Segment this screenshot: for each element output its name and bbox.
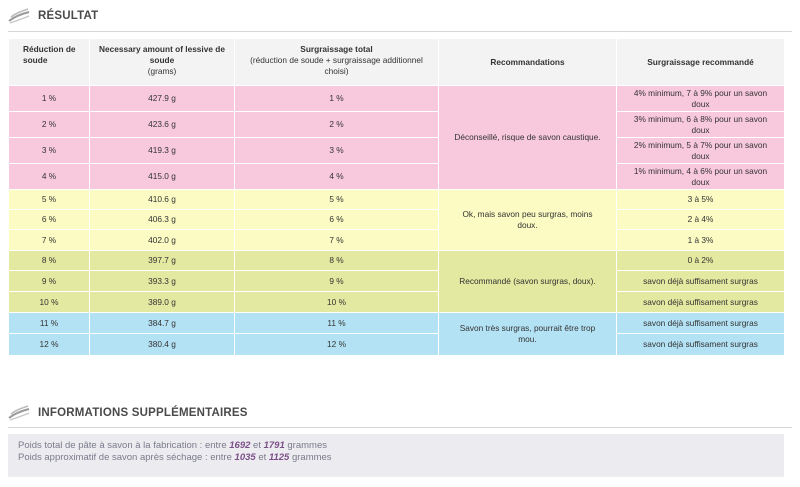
cell-recommended-superfat: 2 à 4% — [616, 209, 785, 230]
cell-total-superfat: 5 % — [234, 189, 439, 210]
cell-lye-amount: 384.7 g — [89, 312, 235, 334]
cell-total-superfat: 2 % — [234, 111, 439, 138]
cell-lye-amount: 380.4 g — [89, 333, 235, 356]
dry-weight-label: Poids approximatif de savon après séchag… — [18, 452, 232, 463]
table-row: 11 % 384.7 g 11 % Savon très surgras, pourr… — [8, 312, 785, 356]
cell-recommendation: Savon très surgras, pourrait être trop m… — [438, 312, 617, 356]
cell-reduction: 3 % — [8, 137, 90, 164]
cell-reduction: 1 % — [8, 85, 90, 112]
total-weight-min: 1692 — [229, 440, 251, 451]
cell-total-superfat: 11 % — [234, 312, 439, 334]
cell-reduction: 9 % — [8, 270, 90, 292]
feather-icon — [8, 405, 30, 421]
cell-lye-amount: 410.6 g — [89, 189, 235, 210]
cell-recommended-superfat: 1% minimum, 4 à 6% pour un savon doux — [616, 163, 785, 190]
cell-recommendation: Déconseillé, risque de savon caustique. — [438, 85, 617, 190]
cell-recommendation: Ok, mais savon peu surgras, moins doux. — [438, 189, 617, 251]
cell-recommended-superfat: 1 à 3% — [616, 229, 785, 251]
cell-reduction: 6 % — [8, 209, 90, 230]
total-weight-label: Poids total de pâte à savon à la fabrica… — [18, 440, 227, 451]
info-section-header: INFORMATIONS SUPPLÉMENTAIRES — [8, 402, 248, 424]
cell-lye-amount: 415.0 g — [89, 163, 235, 190]
connector-text: et — [253, 440, 261, 451]
dry-weight-line: Poids approximatif de savon après séchag… — [18, 452, 774, 464]
cell-reduction: 11 % — [8, 312, 90, 334]
result-table: Réduction de soude Necessary amount of l… — [8, 38, 785, 356]
unit-text: grammes — [291, 452, 332, 463]
table-header-row: Réduction de soude Necessary amount of l… — [8, 38, 785, 86]
result-section-header: RÉSULTAT — [8, 5, 98, 27]
header-recommended-superfat: Surgraissage recommandé — [616, 38, 785, 86]
dry-weight-min: 1035 — [234, 452, 256, 463]
cell-total-superfat: 1 % — [234, 85, 439, 112]
cell-lye-amount: 419.3 g — [89, 137, 235, 164]
cell-recommended-superfat: 3% minimum, 6 à 8% pour un savon doux — [616, 111, 785, 138]
cell-recommended-superfat: 4% minimum, 7 à 9% pour un savon doux — [616, 85, 785, 112]
cell-reduction: 12 % — [8, 333, 90, 356]
header-recommendations: Recommandations — [438, 38, 617, 86]
cell-reduction: 2 % — [8, 111, 90, 138]
cell-lye-amount: 423.6 g — [89, 111, 235, 138]
cell-recommended-superfat: 3 à 5% — [616, 189, 785, 210]
cell-total-superfat: 12 % — [234, 333, 439, 356]
cell-recommended-superfat: 0 à 2% — [616, 250, 785, 271]
header-reduction: Réduction de soude — [8, 38, 90, 86]
cell-total-superfat: 7 % — [234, 229, 439, 251]
table-row: 12 % 380.4 g 12 % savon déjà suffisament su… — [8, 333, 785, 356]
total-weight-line: Poids total de pâte à savon à la fabrica… — [18, 440, 774, 452]
cell-lye-amount: 406.3 g — [89, 209, 235, 230]
info-box: Poids total de pâte à savon à la fabrica… — [8, 434, 784, 477]
divider — [8, 31, 792, 32]
cell-recommended-superfat: savon déjà suffisament surgras — [616, 312, 785, 334]
cell-reduction: 5 % — [8, 189, 90, 210]
table-row: 10 % 389.0 g 10 % savon déjà suffisament su… — [8, 291, 785, 313]
header-total-label: Surgraissage total — [300, 44, 373, 54]
cell-recommended-superfat: savon déjà suffisament surgras — [616, 333, 785, 356]
cell-reduction: 10 % — [8, 291, 90, 313]
cell-reduction: 7 % — [8, 229, 90, 251]
cell-reduction: 4 % — [8, 163, 90, 190]
header-amount: Necessary amount of lessive de soude (gr… — [89, 38, 235, 86]
cell-lye-amount: 402.0 g — [89, 229, 235, 251]
cell-lye-amount: 393.3 g — [89, 270, 235, 292]
info-title: INFORMATIONS SUPPLÉMENTAIRES — [38, 407, 248, 419]
divider — [8, 427, 792, 428]
header-total: Surgraissage total (réduction de soude +… — [234, 38, 439, 86]
cell-lye-amount: 427.9 g — [89, 85, 235, 112]
cell-recommended-superfat: savon déjà suffisament surgras — [616, 270, 785, 292]
dry-weight-max: 1125 — [268, 452, 290, 463]
cell-total-superfat: 3 % — [234, 137, 439, 164]
cell-total-superfat: 4 % — [234, 163, 439, 190]
cell-lye-amount: 397.7 g — [89, 250, 235, 271]
header-amount-label: Necessary amount of lessive de soude — [99, 44, 225, 65]
cell-total-superfat: 8 % — [234, 250, 439, 271]
cell-reduction: 8 % — [8, 250, 90, 271]
cell-recommended-superfat: savon déjà suffisament surgras — [616, 291, 785, 313]
feather-icon — [8, 8, 30, 24]
header-amount-unit: (grams) — [147, 66, 177, 76]
header-total-sub: (réduction de soude + surgraissage addit… — [250, 55, 423, 76]
result-title: RÉSULTAT — [38, 10, 99, 22]
total-weight-max: 1791 — [263, 440, 285, 451]
cell-recommendation: Recommandé (savon surgras, doux). — [438, 250, 617, 313]
unit-text: grammes — [287, 440, 327, 451]
cell-lye-amount: 389.0 g — [89, 291, 235, 313]
cell-total-superfat: 10 % — [234, 291, 439, 313]
cell-recommended-superfat: 2% minimum, 5 à 7% pour un savon doux — [616, 137, 785, 164]
cell-total-superfat: 9 % — [234, 270, 439, 292]
connector-text: et — [258, 452, 267, 463]
cell-total-superfat: 6 % — [234, 209, 439, 230]
